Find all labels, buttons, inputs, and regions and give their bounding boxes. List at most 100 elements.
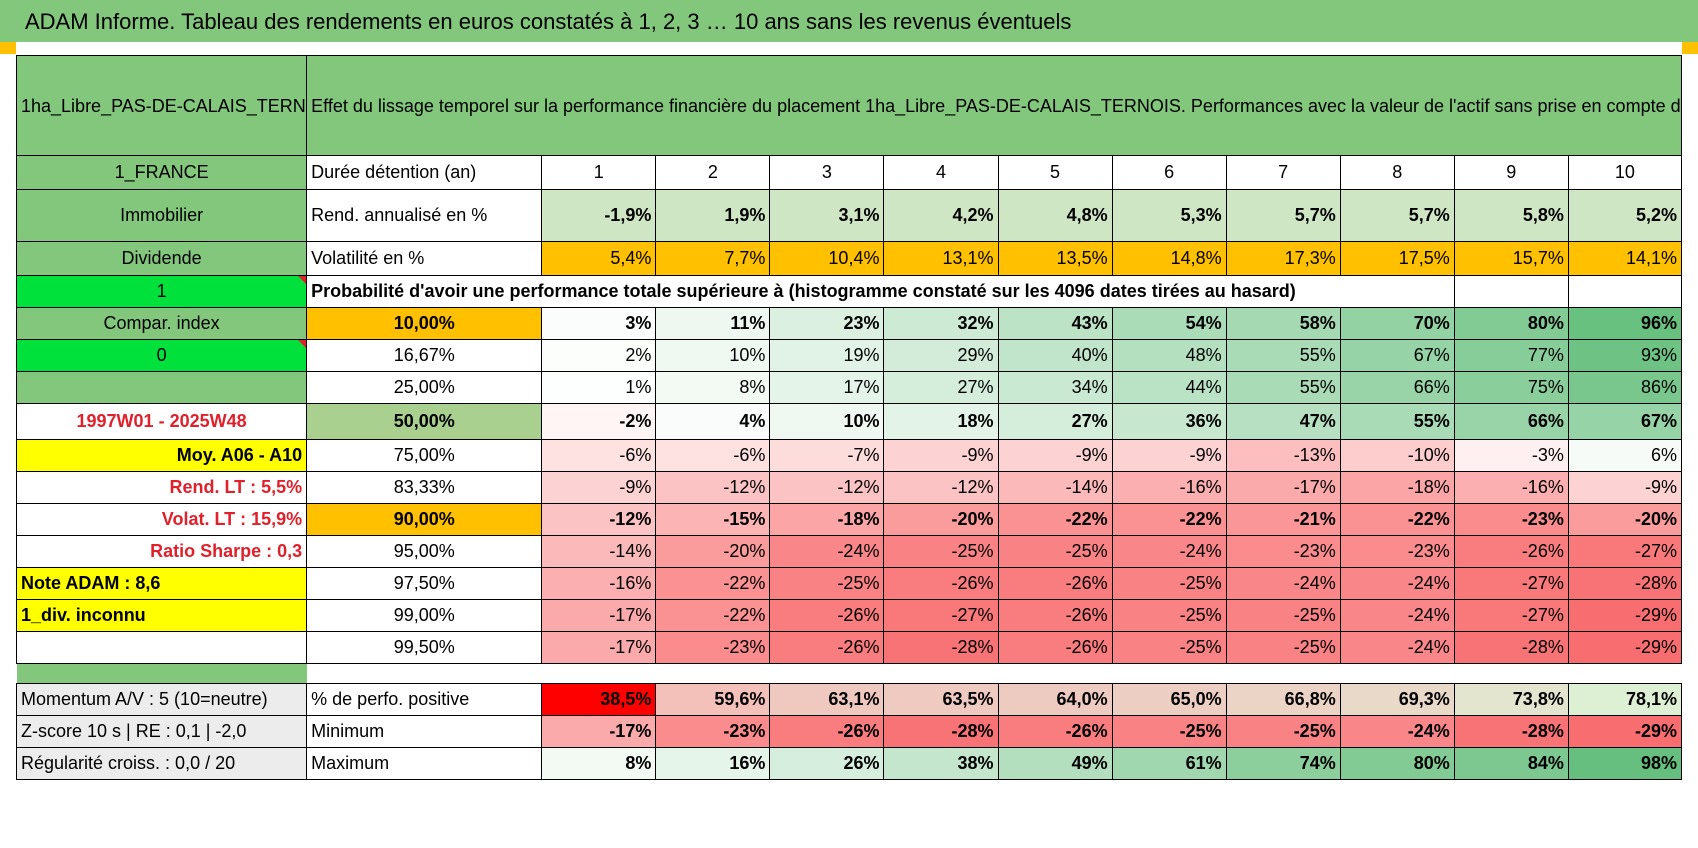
quantile-value: -26% (769, 631, 885, 664)
prob-label: Probabilité d'avoir une performance tota… (306, 275, 1455, 308)
quantile-value: -25% (997, 535, 1113, 568)
compar-index-cell: Compar. index (15, 307, 308, 340)
quantile-value: -20% (883, 503, 999, 536)
quantile-value: -12% (769, 471, 885, 504)
quantile-value: -27% (883, 599, 999, 632)
quantile-value: -29% (1567, 599, 1683, 632)
quantile-value: -22% (655, 567, 771, 600)
quantile-value: -22% (1339, 503, 1455, 536)
quantile-value: 4% (655, 403, 771, 440)
duration-label: Durée détention (an) (306, 155, 543, 190)
min-value: -26% (769, 715, 885, 748)
quantile-value: 55% (1225, 371, 1341, 404)
vol-value: 10,4% (769, 241, 885, 276)
quantile-value: 55% (1225, 339, 1341, 372)
table-row: 1_FRANCE Durée détention (an) 1 2 3 4 5 6 7 8 9 10 (15, 155, 1683, 190)
vol-value: 13,5% (997, 241, 1113, 276)
quantile-value: 10% (655, 339, 771, 372)
table-body: 1ha_Libre_PAS-DE-CALAIS_TERNOIS Effet du … (15, 55, 1683, 780)
year-header: 4 (883, 155, 999, 190)
quantile-value: 27% (997, 403, 1113, 440)
table-row: Volat. LT : 15,9% 90,00% -12% -15% -18% -20% -… (15, 503, 1683, 536)
flag-zero-cell: 0 (15, 339, 308, 372)
quantile-value: -25% (1111, 631, 1227, 664)
vol-value: 15,7% (1453, 241, 1569, 276)
table-row: 25,00% 1% 8% 17% 27% 34% 44% 55% 66% 75% 86% (15, 371, 1683, 404)
page-title: ADAM Informe. Tableau des rendements en … (0, 0, 1698, 42)
quantile-value: 77% (1453, 339, 1569, 372)
quantile-value: 80% (1453, 307, 1569, 340)
max-value: 49% (997, 747, 1113, 780)
spacer-green-cell (16, 663, 307, 684)
quantile-value: -17% (541, 599, 657, 632)
rend-value: 4,2% (883, 189, 999, 242)
vol-label: Volatilité en % (306, 241, 543, 276)
max-label: Maximum (306, 747, 543, 780)
quantile-value: -10% (1339, 439, 1455, 472)
quantile-value: 1% (541, 371, 657, 404)
quantile-value: 17% (769, 371, 885, 404)
quantile-label: 50,00% (306, 403, 543, 440)
year-header: 3 (769, 155, 885, 190)
flag-one-cell: 1 (15, 275, 308, 308)
max-value: 38% (883, 747, 999, 780)
quantile-label: 16,67% (306, 339, 543, 372)
rend-value: 4,8% (997, 189, 1113, 242)
empty-cell (1567, 275, 1683, 308)
momentum-cell: Momentum A/V : 5 (10=neutre) (15, 683, 308, 716)
quantile-value: -28% (883, 631, 999, 664)
quantile-value: -24% (1339, 631, 1455, 664)
vol-value: 17,3% (1225, 241, 1341, 276)
empty-cell (1453, 275, 1569, 308)
quantile-value: 8% (655, 371, 771, 404)
quantile-label: 10,00% (306, 307, 543, 340)
quantile-value: -26% (997, 567, 1113, 600)
quantile-value: 29% (883, 339, 999, 372)
rend-value: 1,9% (655, 189, 771, 242)
max-value: 16% (655, 747, 771, 780)
quantile-value: 66% (1339, 371, 1455, 404)
min-value: -24% (1339, 715, 1455, 748)
quantile-value: -9% (1567, 471, 1683, 504)
year-header: 9 (1453, 155, 1569, 190)
table-row: Rend. LT : 5,5% 83,33% -9% -12% -12% -12% -14%… (15, 471, 1683, 504)
max-value: 26% (769, 747, 885, 780)
quantile-value: 32% (883, 307, 999, 340)
vol-value: 14,8% (1111, 241, 1227, 276)
quantile-value: 70% (1339, 307, 1455, 340)
quantile-value: -23% (655, 631, 771, 664)
sharpe-cell: Ratio Sharpe : 0,3 (15, 535, 308, 568)
empty-cell (15, 631, 308, 664)
table-row: Immobilier Rend. annualisé en % -1,9% 1,9% 3… (15, 189, 1683, 242)
min-label: Minimum (306, 715, 543, 748)
quantile-value: 23% (769, 307, 885, 340)
quantile-value: 67% (1567, 403, 1683, 440)
quantile-value: -26% (883, 567, 999, 600)
pos-value: 38,5% (541, 683, 657, 716)
quantile-value: 11% (655, 307, 771, 340)
quantile-value: -17% (1225, 471, 1341, 504)
quantile-value: 55% (1339, 403, 1455, 440)
table-row: Dividende Volatilité en % 5,4% 7,7% 10,4% 13,… (15, 241, 1683, 276)
rend-lt-cell: Rend. LT : 5,5% (15, 471, 308, 504)
quantile-value: -9% (1111, 439, 1227, 472)
quantile-value: 6% (1567, 439, 1683, 472)
rend-value: 5,7% (1339, 189, 1455, 242)
year-header: 1 (541, 155, 657, 190)
quantile-value: -25% (1225, 599, 1341, 632)
quantile-value: 19% (769, 339, 885, 372)
min-value: -28% (883, 715, 999, 748)
quantile-value: -18% (769, 503, 885, 536)
pos-value: 65,0% (1111, 683, 1227, 716)
quantile-value: -26% (997, 599, 1113, 632)
quantile-label: 99,00% (306, 599, 543, 632)
quantile-value: 75% (1453, 371, 1569, 404)
quantile-value: -25% (769, 567, 885, 600)
quantile-label: 97,50% (306, 567, 543, 600)
quantile-value: 27% (883, 371, 999, 404)
quantile-value: -24% (769, 535, 885, 568)
quantile-value: -23% (1339, 535, 1455, 568)
pos-label: % de perfo. positive (306, 683, 543, 716)
quantile-value: -23% (1225, 535, 1341, 568)
quantile-value: -28% (1453, 631, 1569, 664)
